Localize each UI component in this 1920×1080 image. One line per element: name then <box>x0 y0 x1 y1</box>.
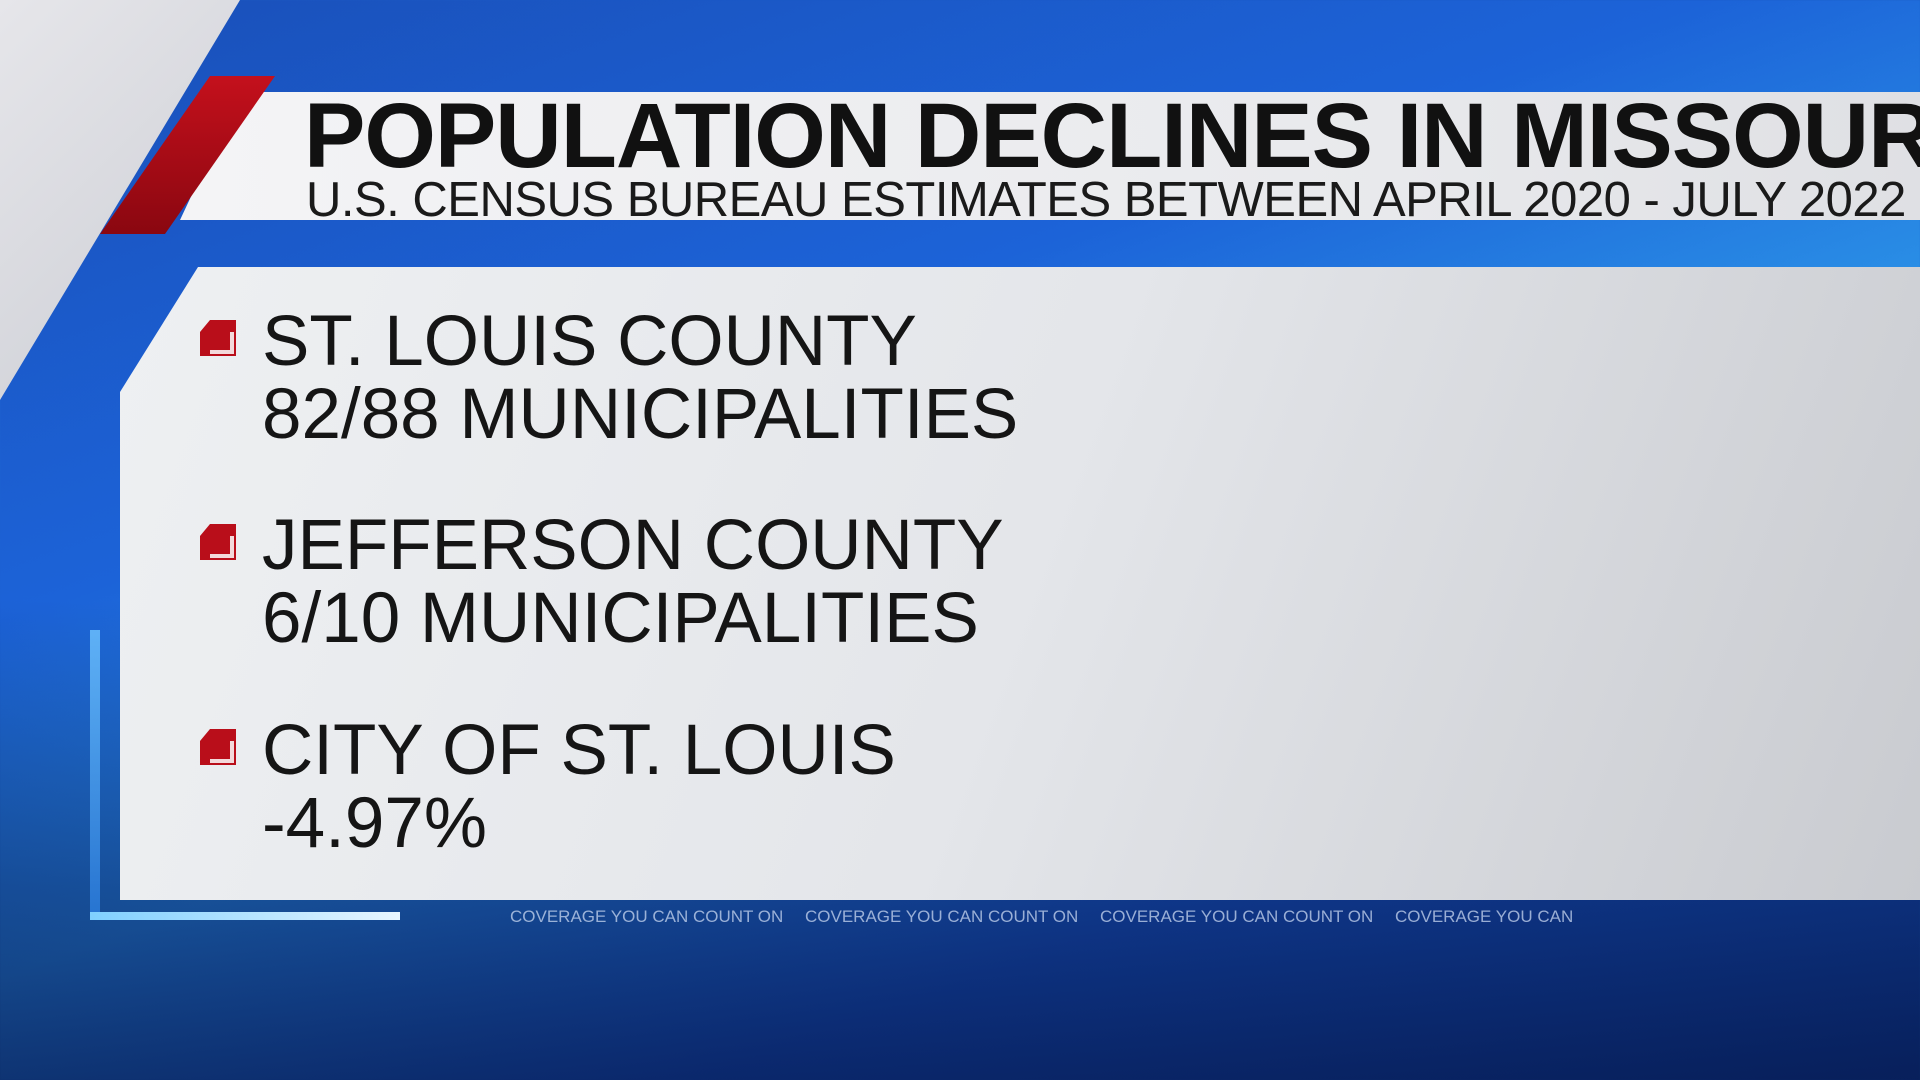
ticker-text: COVERAGE YOU CAN <box>1395 907 1574 926</box>
ticker-text: COVERAGE YOU CAN COUNT ON <box>510 907 784 926</box>
ticker-text: COVERAGE YOU CAN COUNT ON <box>1100 907 1374 926</box>
bullet-icon <box>200 320 236 356</box>
page-subtitle: U.S. CENSUS BUREAU ESTIMATES BETWEEN APR… <box>306 173 1906 227</box>
bullet-icon <box>200 524 236 560</box>
page-title: POPULATION DECLINES IN MISSOURI <box>304 85 1920 187</box>
bullet-icon <box>200 729 236 765</box>
item-name: JEFFERSON COUNTY <box>262 506 1004 585</box>
content-panel <box>120 267 1920 900</box>
panel-edge-decoration <box>90 630 100 920</box>
ticker-text: COVERAGE YOU CAN COUNT ON <box>805 907 1079 926</box>
item-name: ST. LOUIS COUNTY <box>262 302 917 381</box>
item-name: CITY OF ST. LOUIS <box>262 711 896 790</box>
item-value: 6/10 MUNICIPALITIES <box>262 579 979 658</box>
panel-bottom-decoration <box>90 912 400 920</box>
title-band <box>180 92 1920 220</box>
item-value: -4.97% <box>262 784 487 863</box>
item-value: 82/88 MUNICIPALITIES <box>262 375 1019 454</box>
